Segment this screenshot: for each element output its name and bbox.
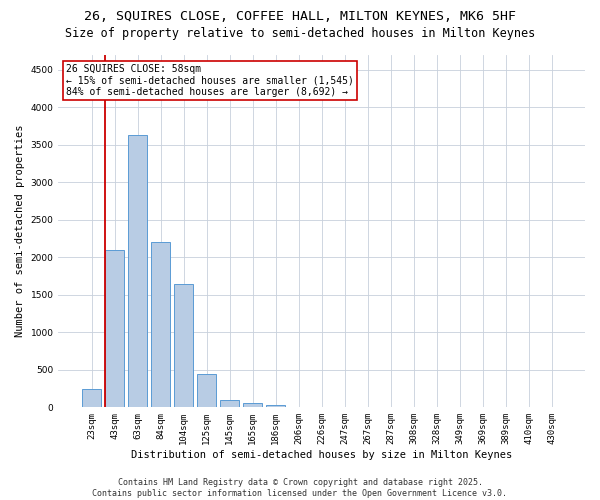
Bar [175,284,193,408]
Bar [151,242,170,408]
Bar [82,388,101,407]
Y-axis label: Number of semi-detached properties: Number of semi-detached properties [15,125,25,338]
Bar [128,135,147,407]
X-axis label: Distribution of semi-detached houses by size in Milton Keynes: Distribution of semi-detached houses by … [131,450,512,460]
Bar [106,250,124,408]
Bar [244,403,262,407]
Bar [220,400,239,407]
Text: 26, SQUIRES CLOSE, COFFEE HALL, MILTON KEYNES, MK6 5HF: 26, SQUIRES CLOSE, COFFEE HALL, MILTON K… [84,10,516,23]
Text: Size of property relative to semi-detached houses in Milton Keynes: Size of property relative to semi-detach… [65,28,535,40]
Bar [266,404,285,407]
Bar [197,374,216,408]
Text: 26 SQUIRES CLOSE: 58sqm
← 15% of semi-detached houses are smaller (1,545)
84% of: 26 SQUIRES CLOSE: 58sqm ← 15% of semi-de… [67,64,354,97]
Text: Contains HM Land Registry data © Crown copyright and database right 2025.
Contai: Contains HM Land Registry data © Crown c… [92,478,508,498]
